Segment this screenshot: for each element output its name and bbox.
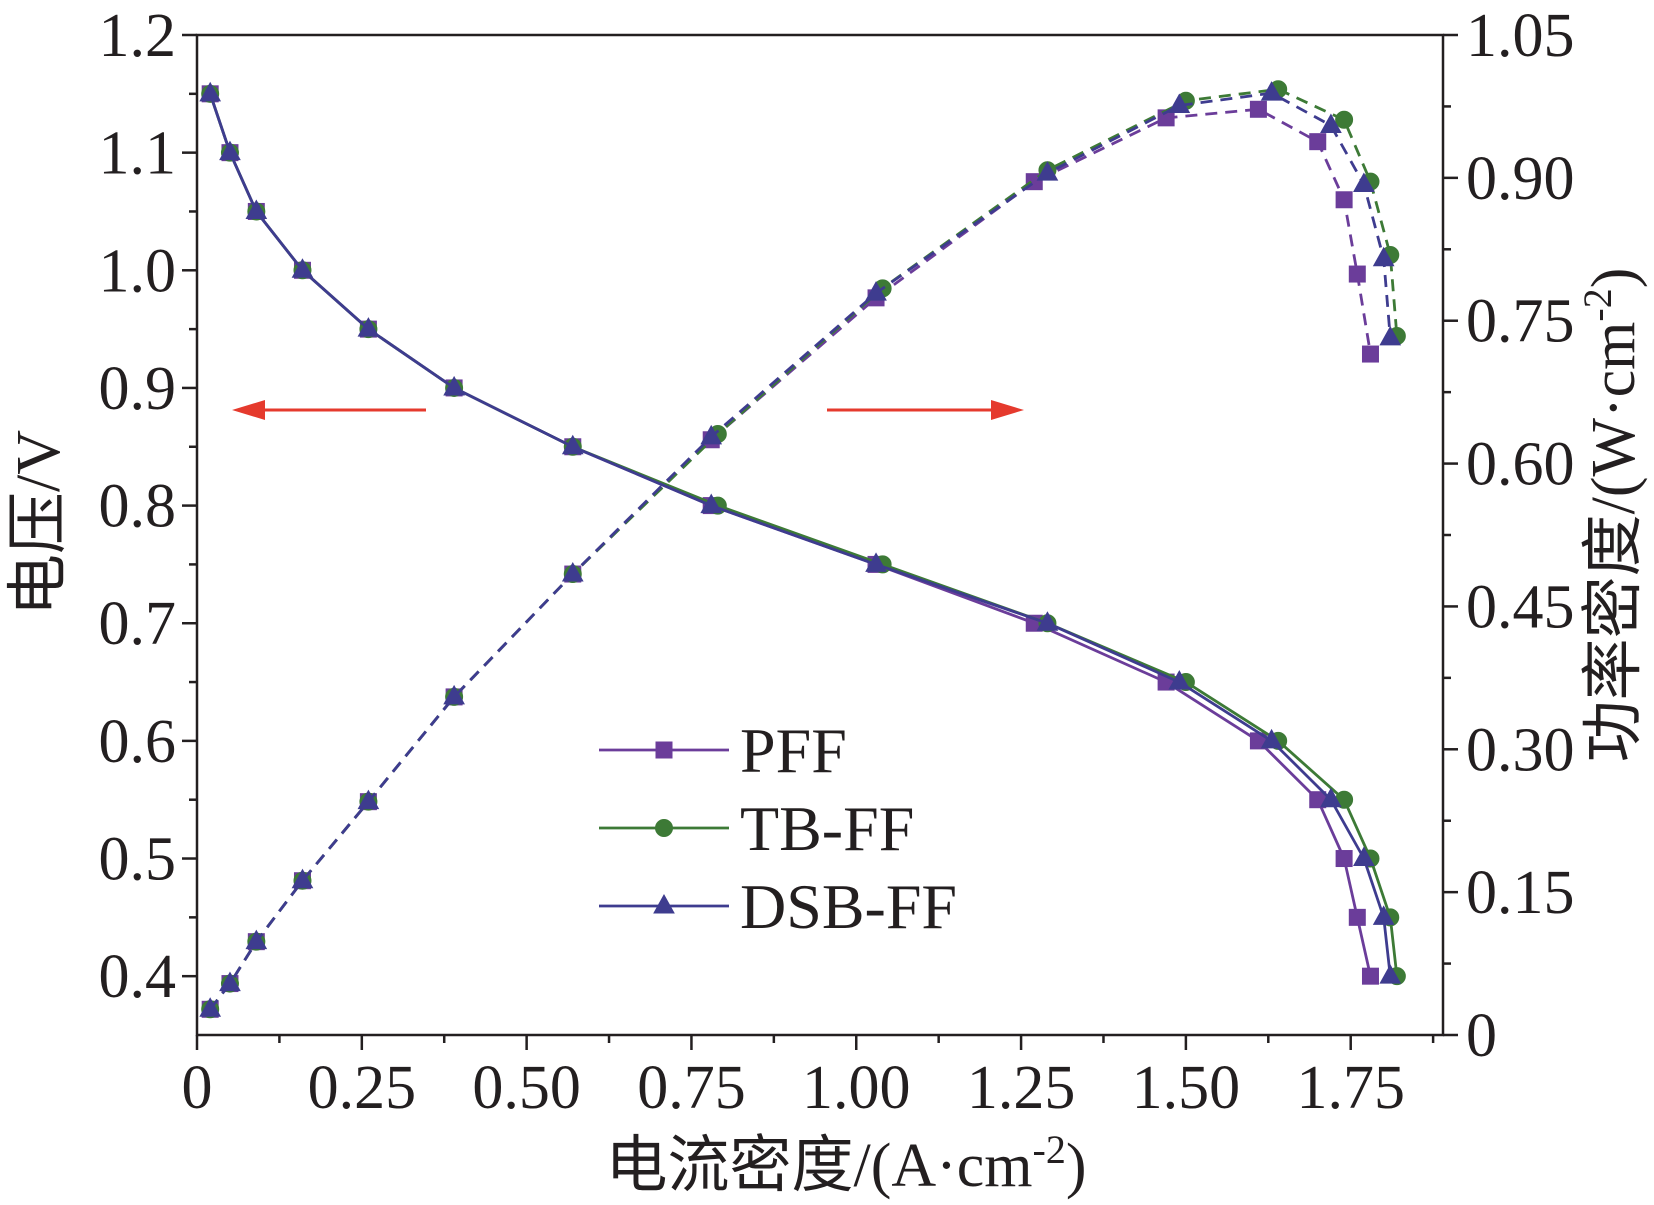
x-tick-label: 0.25: [308, 1054, 417, 1122]
y-right-tick-label: 0.90: [1466, 145, 1575, 213]
x-tick-label: 1.50: [1132, 1054, 1241, 1122]
voltage-data-point: [357, 317, 380, 337]
legend-item-pff: PFF: [599, 715, 847, 786]
voltage-data-point: [199, 81, 222, 102]
series-dsb-ff: [199, 81, 1402, 1017]
power-density-data-point: [1353, 172, 1375, 193]
voltage-data-point: [1036, 611, 1059, 631]
power-density-data-point: [357, 789, 380, 810]
y-left-tick-label: 1.1: [99, 120, 177, 188]
y-left-axis-title-text: 电压/V: [5, 430, 73, 616]
voltage-data-point: [1335, 850, 1353, 868]
power-density-data-point: [1361, 345, 1379, 363]
voltage-data-point: [1320, 787, 1342, 808]
x-tick-label: 0: [182, 1054, 213, 1122]
voltage-data-point: [219, 140, 241, 161]
y-left-tick-label: 0.7: [99, 590, 177, 658]
y-left-tick-label: 0.5: [99, 826, 177, 894]
voltage-data-point: [443, 375, 465, 396]
circle-marker-icon: [655, 819, 673, 837]
plot-frame: [195, 33, 1445, 1037]
power-density-data-point: [443, 684, 465, 705]
voltage-data-point: [1353, 846, 1375, 867]
x-tick-label: 1.75: [1296, 1054, 1405, 1122]
power-density-data-point: [1335, 110, 1354, 129]
power-density-data-point: [1372, 246, 1395, 267]
power-density-data-point: [1309, 133, 1327, 151]
legend-label: TB-FF: [740, 793, 914, 864]
y-right-axis-title-closing: ): [1580, 268, 1648, 289]
y-right-tick-label: 1.05: [1466, 2, 1575, 70]
power-density-data-point: [1036, 161, 1059, 181]
x-tick-label: 1.00: [802, 1054, 911, 1122]
x-axis-title: 电流密度/(A·cm-2): [605, 1127, 1086, 1200]
x-axis-title-closing: ): [1066, 1132, 1087, 1200]
voltage-data-point: [1372, 905, 1395, 925]
voltage-data-point: [700, 493, 723, 514]
power-density-data-point: [1260, 81, 1283, 101]
y-right-tick-label: 0: [1466, 1002, 1497, 1070]
x-axis-title-text: 电流密度/(A·cm: [605, 1132, 1032, 1200]
power-density-data-point: [700, 424, 723, 445]
power-density-data-point: [1249, 100, 1267, 118]
power-density-data-point: [1348, 265, 1366, 283]
y-right-axis-title-superscript: -2: [1575, 288, 1620, 321]
x-axis-title-superscript: -2: [1033, 1127, 1066, 1172]
axis-ticks: [182, 33, 1458, 1050]
y-left-tick-label: 1.2: [99, 2, 177, 70]
y-right-tick-label: 0.15: [1466, 859, 1575, 927]
legend-label: PFF: [740, 715, 847, 786]
power-density-data-point: [291, 868, 314, 889]
y-left-tick-label: 1.0: [99, 237, 177, 305]
power-density-curve: [209, 91, 1392, 1011]
arrow-left-head: [232, 400, 265, 420]
power-density-data-point: [199, 997, 222, 1017]
y-right-tick-label: 0.60: [1466, 431, 1575, 499]
voltage-data-point: [865, 552, 887, 572]
voltage-data-point: [291, 258, 314, 278]
voltage-data-point: [1260, 728, 1283, 749]
voltage-curve: [208, 93, 1392, 977]
x-tick-label: 0.50: [472, 1054, 581, 1122]
y-right-axis-title: 功率密度/(W·cm-2): [1575, 268, 1648, 763]
voltage-data-point: [1379, 964, 1402, 984]
y-left-tick-label: 0.4: [99, 943, 177, 1011]
power-density-data-point: [1320, 113, 1342, 133]
legend-item-dsb-ff: DSB-FF: [599, 871, 957, 942]
legend-item-tb-ff: TB-FF: [599, 793, 914, 864]
y-left-axis-title: 电压/V: [5, 430, 73, 616]
power-density-data-point: [561, 562, 584, 582]
arrow-right-icon: [827, 400, 1024, 420]
arrow-right-head: [991, 400, 1024, 420]
arrow-left-icon: [232, 400, 426, 420]
power-density-data-point: [1168, 93, 1191, 113]
power-density-data-point: [1335, 191, 1353, 209]
voltage-data-point: [1168, 670, 1191, 690]
voltage-data-point: [1348, 908, 1366, 926]
series-layer: [199, 80, 1406, 1019]
voltage-data-point: [245, 199, 268, 219]
y-left-tick-label: 0.6: [99, 708, 177, 776]
voltage-data-point: [1361, 967, 1379, 985]
y-right-tick-label: 0.30: [1466, 716, 1575, 784]
tick-labels: 0 0.25 0.50 0.75 1.00 1.25 1.50 1.750.40.50.60.…: [99, 2, 1575, 1122]
power-density-data-point: [219, 971, 241, 992]
x-tick-label: 1.25: [967, 1054, 1076, 1122]
y-right-tick-label: 0.75: [1466, 288, 1575, 356]
square-marker-icon: [655, 741, 673, 759]
legend-label: DSB-FF: [740, 871, 957, 942]
power-density-data-point: [1379, 325, 1402, 346]
y-right-tick-label: 0.45: [1466, 573, 1575, 641]
power-density-data-point: [865, 281, 887, 301]
voltage-data-point: [561, 434, 584, 455]
power-density-data-point: [245, 929, 268, 950]
x-tick-label: 0.75: [637, 1054, 746, 1122]
triangle-marker-icon: [653, 893, 675, 914]
y-right-axis-title-text: 功率密度/(W·cm: [1580, 322, 1648, 763]
y-left-tick-label: 0.8: [99, 473, 177, 541]
y-left-tick-label: 0.9: [99, 355, 177, 423]
